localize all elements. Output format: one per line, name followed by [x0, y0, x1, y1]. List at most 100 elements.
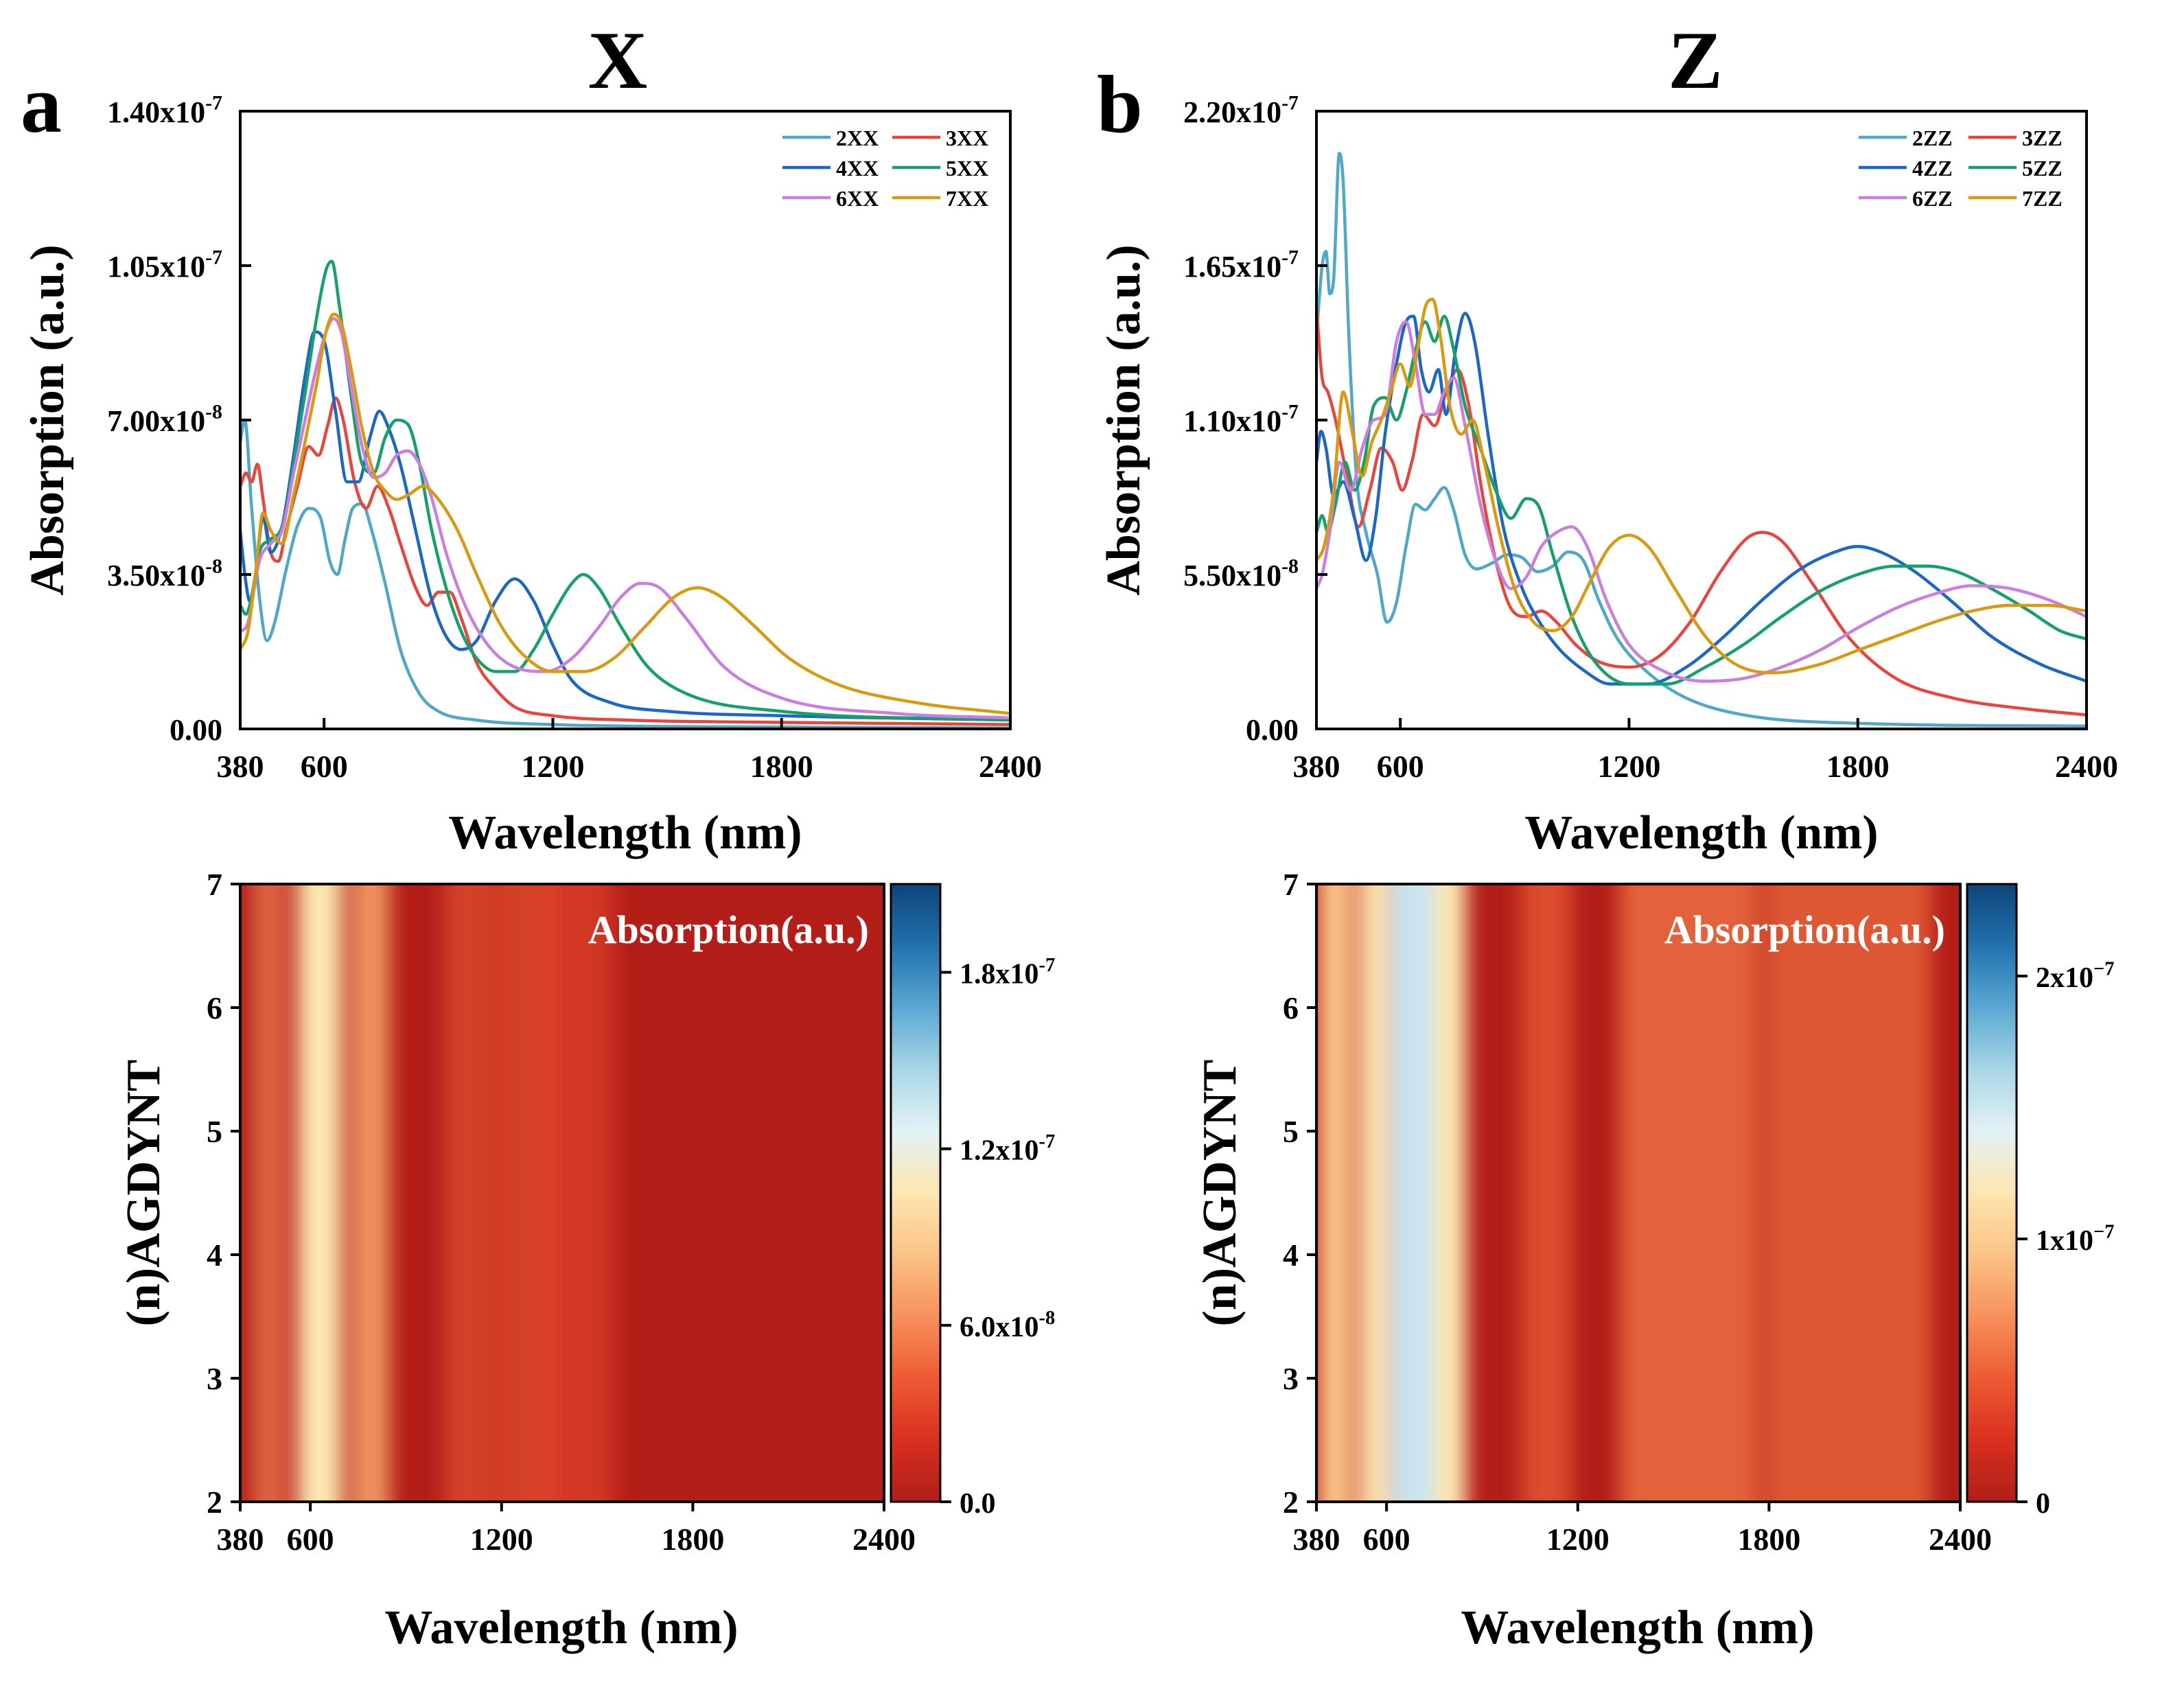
y-tick-label: 2 [1283, 1485, 1299, 1520]
y-tick-label: 5 [1283, 1114, 1299, 1149]
legend-label-7ZZ: 7ZZ [2022, 186, 2063, 211]
x-tick-label: 380 [217, 1522, 264, 1557]
series-line-3XX [240, 396, 1010, 726]
panel-d-y-axis-label: (n)AGDYNT [1194, 1060, 1246, 1327]
colorbar-tick-label: 6.0x10-8 [960, 1308, 1055, 1343]
y-tick-label: 2 [207, 1485, 222, 1520]
panel-c-y-axis-label: (n)AGDYNT [117, 1060, 170, 1327]
y-tick-label: 7.00x10-8 [107, 401, 222, 438]
legend-label-4ZZ: 4ZZ [1912, 156, 1953, 181]
legend-label-3ZZ: 3ZZ [2022, 126, 2063, 150]
y-tick-label: 1.10x10-7 [1183, 401, 1299, 438]
y-tick-label: 0.00 [1246, 713, 1299, 747]
series-line-2ZZ [1316, 152, 2087, 728]
panel-d-colorbar-ticks: 0 1x10−7 2x10−7 [2017, 958, 2115, 1520]
colorbar-tick-label: 1x10−7 [2036, 1221, 2115, 1257]
panel-c-frame [239, 883, 885, 1503]
y-tick-label: 4 [207, 1238, 222, 1273]
y-tick-label: 3 [1283, 1361, 1299, 1396]
x-tick-label: 1200 [521, 749, 584, 784]
x-tick-label: 1800 [750, 749, 813, 784]
panel-c-annotation: Absorption(a.u.) [588, 907, 869, 952]
x-tick-label: 1800 [1737, 1522, 1800, 1557]
colorbar-tick-label: 2x10−7 [2036, 958, 2115, 994]
panel-c-colorbar [890, 883, 942, 1503]
series-line-4ZZ [1316, 312, 2087, 686]
panel-c-bands [251, 884, 614, 1502]
colorbar-tick-label: 0.0 [960, 1488, 996, 1520]
panel-d-bands [1318, 884, 1932, 1502]
colorbar-tick-label: 1.8x10-7 [960, 955, 1055, 990]
panel-d-colorbar [1966, 883, 2018, 1503]
x-tick-label: 600 [287, 1522, 334, 1557]
absorption-band [1520, 884, 1572, 1502]
x-tick-label: 380 [217, 749, 264, 784]
absorption-band [543, 884, 614, 1502]
colorbar-tick-label: 0 [2036, 1488, 2050, 1520]
series-line-6ZZ [1316, 320, 2087, 683]
panel-a-letter: a [21, 58, 62, 150]
y-tick-label: 1.65x10-7 [1183, 246, 1299, 283]
x-tick-label: 1800 [661, 1522, 724, 1557]
absorption-band [251, 884, 287, 1502]
series-line-3ZZ [1316, 307, 2087, 717]
y-tick-label: 7 [1283, 867, 1299, 902]
series-line-6XX [240, 316, 1010, 720]
series-line-7ZZ [1316, 297, 2087, 675]
x-tick-label: 2400 [979, 749, 1042, 784]
legend-label-4XX: 4XX [836, 156, 879, 181]
y-tick-label: 7 [207, 867, 222, 902]
y-tick-label: 1.05x10-7 [107, 246, 222, 283]
panel-c-ticks: 380 600 1200 1800 2400 2 3 4 5 6 7 [207, 867, 916, 1557]
absorption-band [1318, 884, 1354, 1502]
panel-b-y-axis-label: Absorption (a.u.) [1097, 244, 1150, 595]
legend-label-5ZZ: 5ZZ [2022, 156, 2063, 181]
absorption-band [1434, 884, 1467, 1502]
x-tick-label: 600 [1377, 749, 1424, 784]
y-tick-label: 6 [1283, 990, 1299, 1025]
legend-label-2XX: 2XX [836, 126, 879, 150]
absorption-band [351, 884, 391, 1502]
panel-d-annotation: Absorption(a.u.) [1664, 907, 1945, 952]
y-tick-label: 0.00 [170, 713, 222, 747]
legend-label-3XX: 3XX [946, 126, 988, 150]
x-tick-label: 600 [1363, 1522, 1410, 1557]
panel-b-x-axis-label: Wavelength (nm) [1524, 806, 1878, 859]
x-tick-label: 1200 [470, 1522, 533, 1557]
absorption-band [1359, 884, 1389, 1502]
series-line-5XX [240, 259, 1010, 722]
x-tick-label: 2400 [1929, 1522, 1992, 1557]
x-tick-label: 2400 [2055, 749, 2118, 784]
panel-b-series [1316, 152, 2087, 728]
series-line-7XX [240, 312, 1010, 715]
x-tick-label: 600 [301, 749, 348, 784]
panel-a-series [240, 259, 1010, 729]
panel-d-ticks: 380 600 1200 1800 2400 2 3 4 5 6 7 [1283, 867, 1992, 1557]
right-column-title: Z [1668, 14, 1723, 106]
panel-a-y-axis-label: Absorption (a.u.) [21, 244, 74, 595]
x-tick-label: 1200 [1597, 749, 1660, 784]
y-tick-label: 2.20x10-7 [1183, 92, 1299, 129]
y-tick-label: 4 [1283, 1238, 1299, 1273]
y-tick-label: 5 [207, 1114, 222, 1149]
panel-d-frame [1315, 883, 1962, 1503]
y-tick-label: 5.50x10-8 [1183, 555, 1299, 592]
colorbar-tick-label: 1.2x10-7 [960, 1131, 1055, 1167]
absorption-band [444, 884, 496, 1502]
panel-d-x-axis-label: Wavelength (nm) [1461, 1601, 1814, 1654]
panel-c-heatmap: Absorption(a.u.) 380 600 1200 1800 2400 2 3 4 5 6… [117, 867, 1055, 1654]
panel-c-colorbar-ticks: 0.0 6.0x10-8 1.2x10-7 1.8x10-7 [940, 955, 1055, 1520]
x-tick-label: 1200 [1546, 1522, 1610, 1557]
legend-label-6ZZ: 6ZZ [1912, 186, 1953, 211]
absorption-band [297, 884, 342, 1502]
left-column-title: X [588, 14, 648, 106]
legend-label-2ZZ: 2ZZ [1912, 126, 1953, 150]
absorption-band [1619, 884, 1760, 1502]
panel-b-line-chart: 380 600 1200 1800 2400 0.00 5.50x10-8 1.10x10-7… [1097, 92, 2118, 859]
panel-a-ticks: 380 600 1200 1800 2400 0.00 3.50x10-8 7.00x10-8… [107, 92, 1042, 784]
legend-label-5XX: 5XX [946, 156, 988, 181]
panel-a-x-axis-label: Wavelength (nm) [448, 806, 802, 859]
series-line-5ZZ [1316, 314, 2087, 686]
y-tick-label: 6 [207, 990, 222, 1025]
